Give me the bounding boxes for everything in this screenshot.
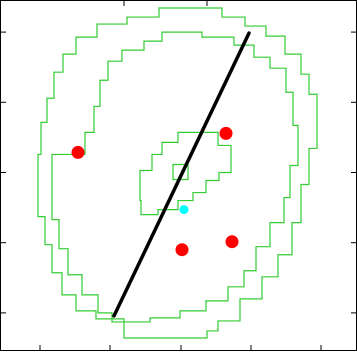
data-points bbox=[71, 126, 239, 257]
data-point-1-4 bbox=[219, 126, 233, 140]
data-point-1-3 bbox=[71, 145, 85, 159]
data-point-2-1 bbox=[179, 205, 189, 215]
diagonal-line bbox=[112, 31, 251, 318]
contour-2 bbox=[51, 31, 299, 323]
axis-ticks bbox=[0, 0, 357, 351]
plot-frame bbox=[0, 0, 357, 351]
contour-3 bbox=[139, 131, 232, 216]
data-point-1-1 bbox=[175, 243, 189, 257]
data-point-1-2 bbox=[225, 235, 239, 249]
contour-lines bbox=[37, 7, 318, 339]
contour-1 bbox=[37, 7, 318, 339]
black-line bbox=[112, 31, 251, 318]
